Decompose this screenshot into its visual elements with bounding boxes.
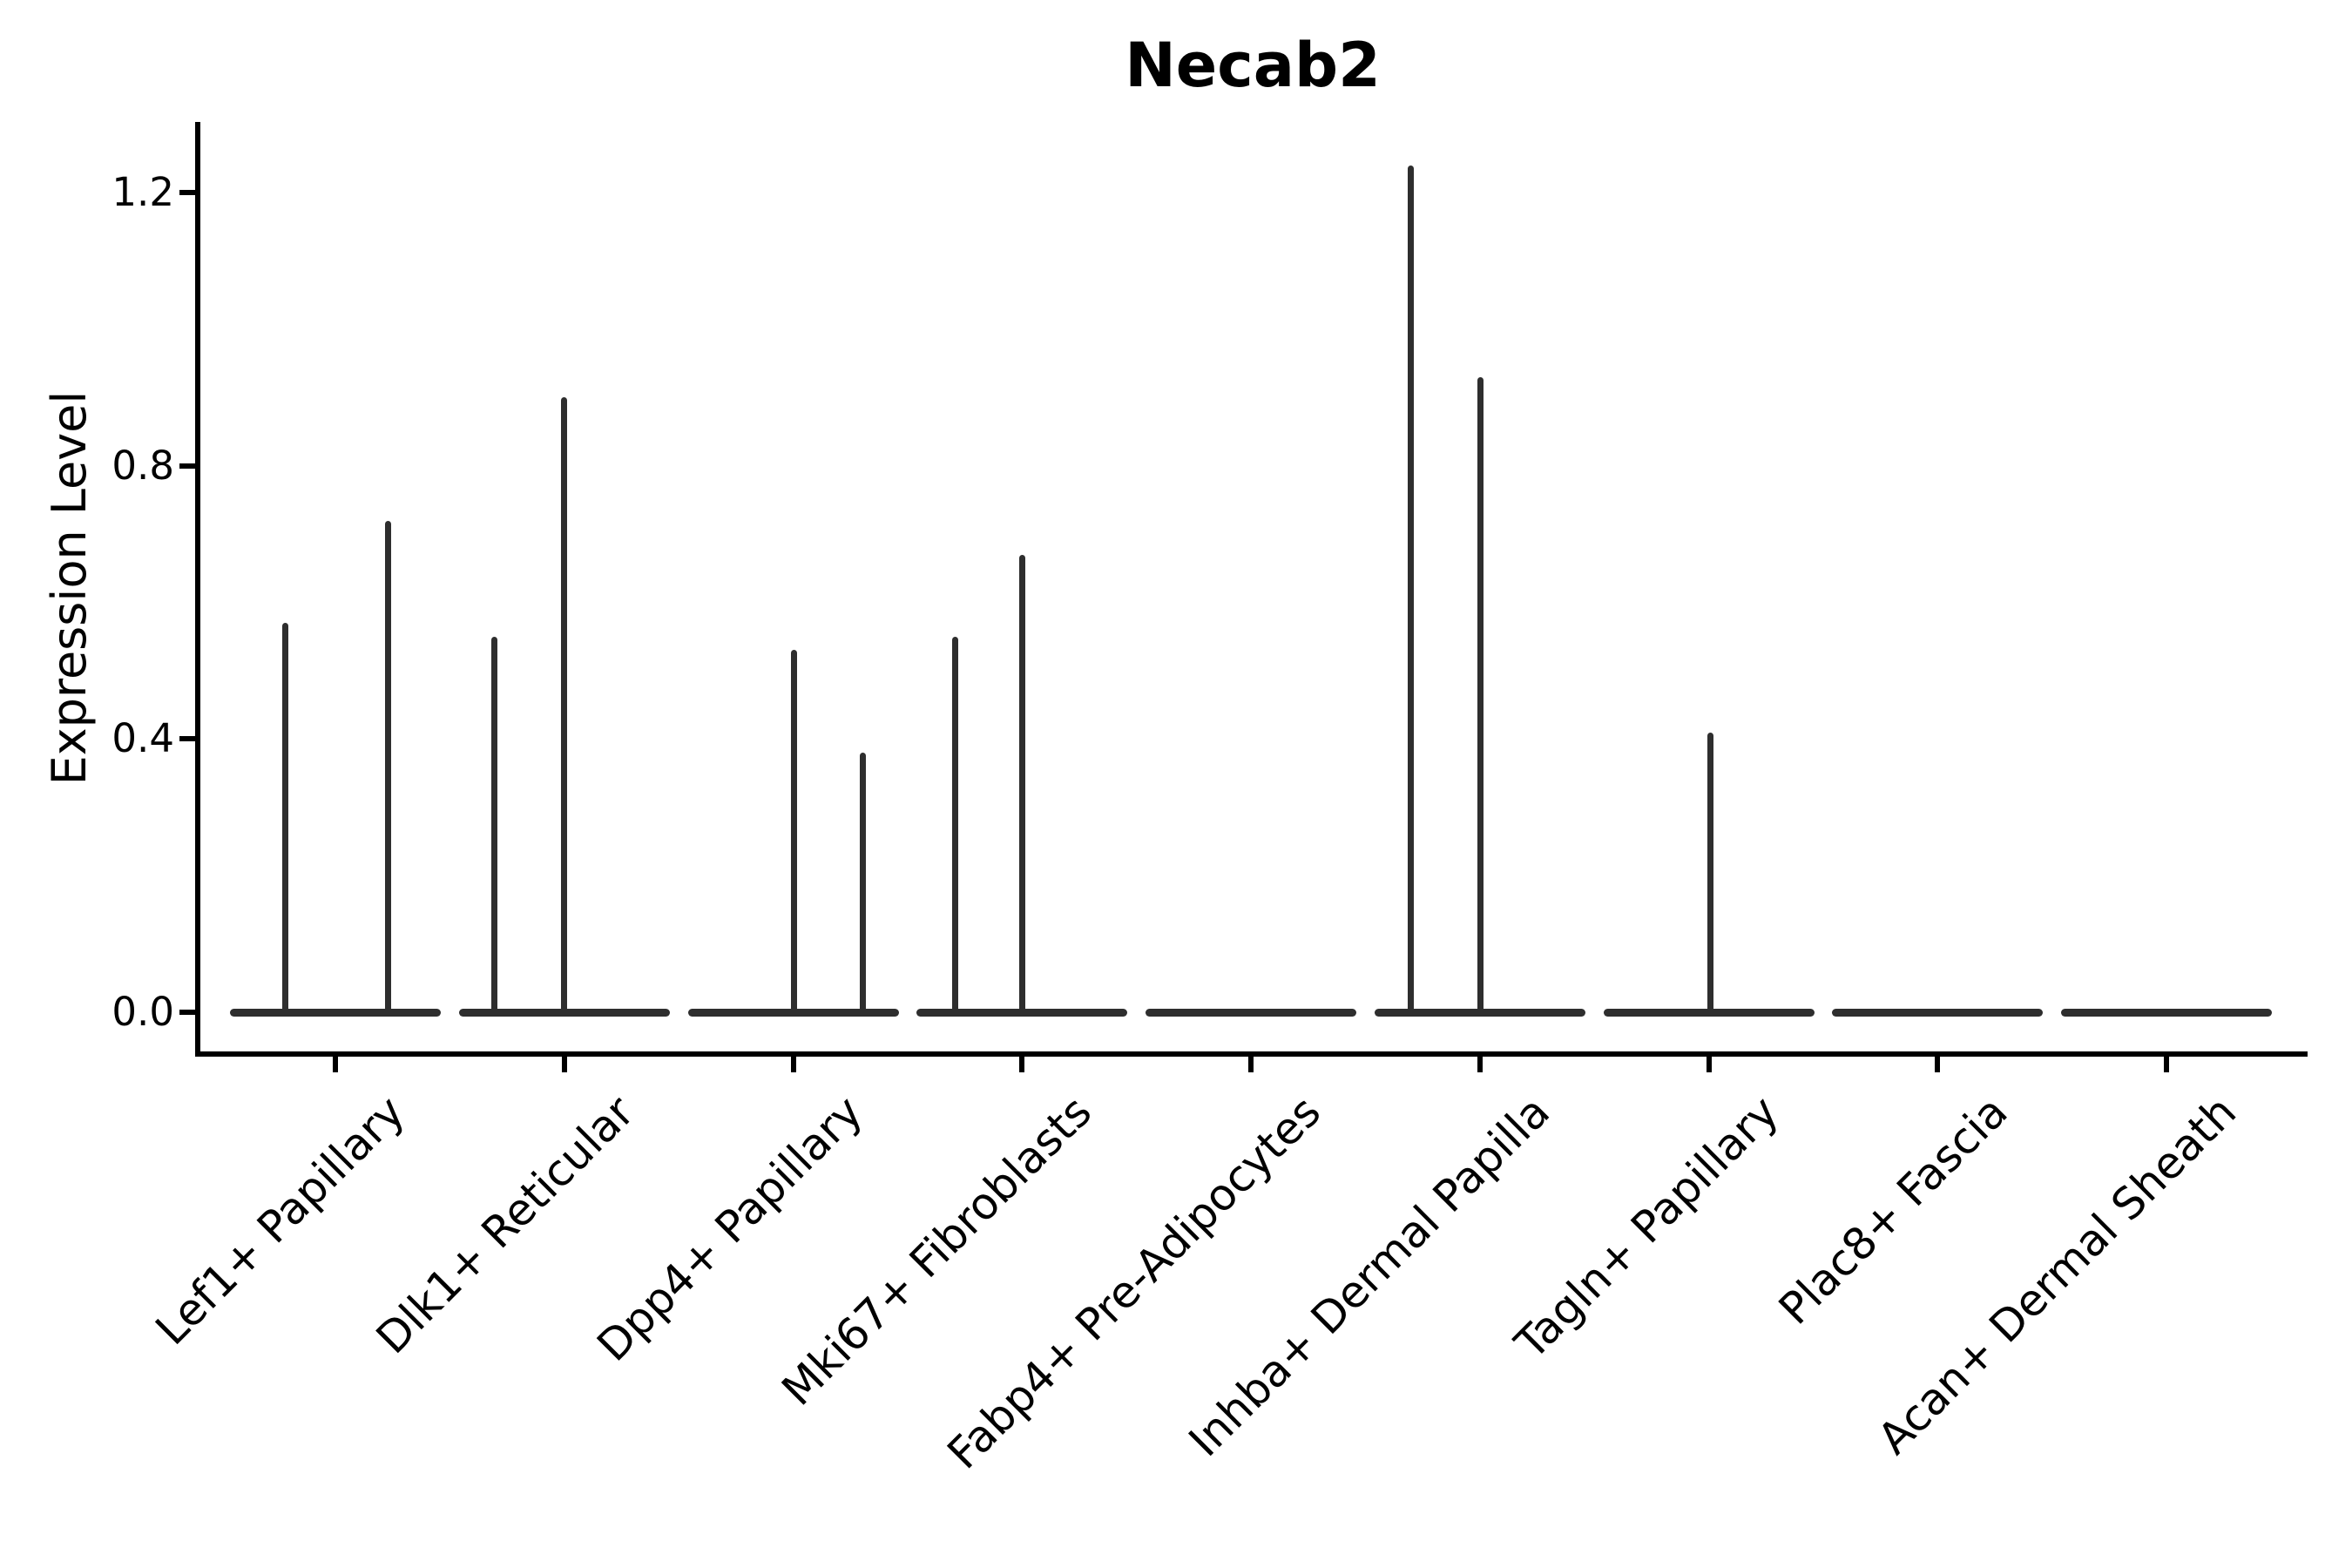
x-tick-mark bbox=[1248, 1057, 1254, 1072]
x-axis-spine bbox=[195, 1051, 2308, 1057]
x-tick-mark bbox=[1935, 1057, 1941, 1072]
violin-spike bbox=[491, 636, 498, 1014]
violin-baseline bbox=[230, 1008, 441, 1017]
x-tick-label: Fabp4+ Pre-Adipocytes bbox=[937, 1086, 1331, 1479]
violin-spike bbox=[860, 753, 866, 1014]
violin-baseline bbox=[1603, 1008, 1815, 1017]
x-tick-mark bbox=[333, 1057, 338, 1072]
violin-spike bbox=[1707, 732, 1713, 1014]
violin-baseline bbox=[458, 1008, 670, 1017]
violin-spike bbox=[384, 520, 391, 1014]
y-tick-label: 0.4 bbox=[112, 715, 174, 762]
y-tick-label: 0.0 bbox=[112, 989, 174, 1035]
violin-baseline bbox=[916, 1008, 1128, 1017]
y-tick-label: 0.8 bbox=[112, 442, 174, 489]
violin-spike bbox=[951, 636, 958, 1014]
chart-title: Necab2 bbox=[1125, 30, 1381, 101]
violin-baseline bbox=[1146, 1008, 1356, 1017]
y-tick-mark bbox=[179, 736, 195, 742]
violin-spike bbox=[561, 397, 568, 1014]
violin-baseline bbox=[687, 1008, 899, 1017]
x-tick-mark bbox=[1019, 1057, 1025, 1072]
x-tick-label: Lef1+ Papillary bbox=[145, 1086, 416, 1355]
x-tick-label: Plac8+ Fascia bbox=[1768, 1086, 2017, 1335]
violin-spike bbox=[281, 623, 288, 1014]
x-tick-mark bbox=[561, 1057, 567, 1072]
x-tick-mark bbox=[1706, 1057, 1712, 1072]
x-tick-mark bbox=[1477, 1057, 1483, 1072]
y-tick-mark bbox=[179, 190, 195, 196]
violin-spike bbox=[1408, 165, 1415, 1014]
violin-baseline bbox=[2061, 1008, 2272, 1017]
violin-baseline bbox=[1374, 1008, 1585, 1017]
x-tick-mark bbox=[2164, 1057, 2169, 1072]
x-tick-mark bbox=[790, 1057, 796, 1072]
y-tick-mark bbox=[179, 1010, 195, 1015]
violin-spike bbox=[1477, 376, 1484, 1014]
violin-spike bbox=[791, 650, 797, 1014]
violin-baseline bbox=[1832, 1008, 2044, 1017]
violin-spike bbox=[1018, 554, 1025, 1014]
y-axis-spine bbox=[195, 122, 200, 1057]
y-tick-mark bbox=[179, 463, 195, 469]
y-tick-label: 1.2 bbox=[112, 169, 174, 216]
y-axis-label: Expression Level bbox=[42, 390, 97, 786]
